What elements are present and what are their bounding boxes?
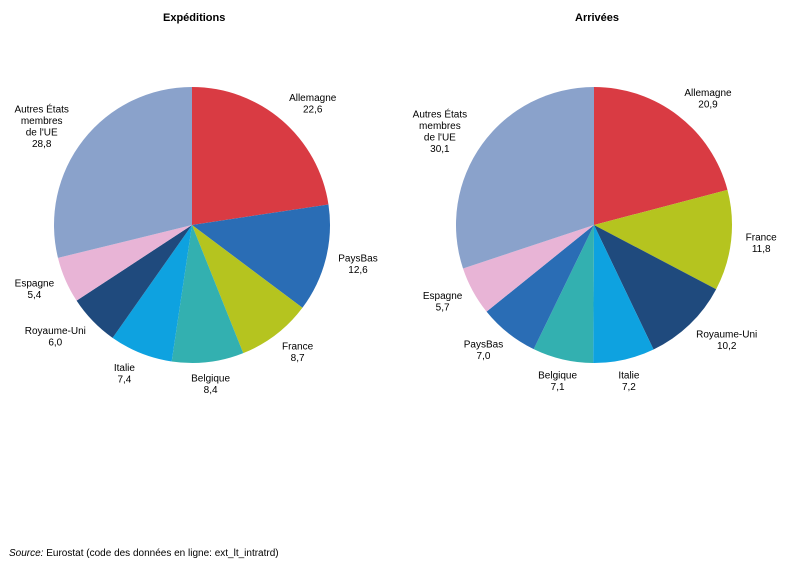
pie-slice (53, 86, 192, 258)
slice-label: Allemagne 22,6 (289, 93, 337, 116)
pie-slice (171, 225, 244, 364)
slice-label: Belgique 8,4 (191, 373, 230, 396)
pie-slice (594, 189, 733, 290)
pie-slice (594, 87, 728, 225)
source-label: Source: (9, 548, 44, 559)
pie-slice (486, 225, 594, 350)
slice-label: Royaume-Uni 6,0 (25, 326, 86, 349)
slice-label: France 8,7 (282, 342, 314, 365)
source-text: Eurostat (code des données en ligne: ext… (46, 548, 279, 559)
pie-1: Allemagne 20,9 France 11,8 Royaume-Uni 10,2 It… (413, 87, 778, 394)
pie-slice (192, 225, 303, 354)
slice-label: Espagne 5,7 (423, 291, 463, 314)
slice-label: PaysBas 7,0 (464, 340, 503, 363)
pie-slice (76, 225, 192, 338)
slice-label: Espagne 5,4 (15, 278, 55, 301)
chart-title-arrivees: Arrivées (575, 12, 620, 24)
pie-slice (192, 204, 330, 308)
pie-slice (455, 87, 594, 269)
pie-slice (463, 225, 594, 312)
pie-0: Allemagne 22,6 PaysBas 12,6 France 8,7 Belgiqu… (14, 86, 378, 396)
pie-slice (593, 225, 654, 364)
pie-slice (57, 225, 192, 301)
slice-label: Autres États membres de l'UE 30,1 (413, 107, 467, 154)
slice-label: France 11,8 (746, 233, 778, 256)
chart-title-expeditions: Expéditions (163, 12, 226, 24)
slice-label: PaysBas 12,6 (338, 254, 377, 277)
slice-label: Italie 7,2 (618, 371, 640, 394)
source-note: Source: Eurostat (code des données en li… (9, 548, 279, 559)
pie-slice (594, 225, 717, 350)
slice-label: Allemagne 20,9 (684, 88, 732, 111)
slice-label: Autres États membres de l'UE 28,8 (14, 102, 68, 150)
pie-slice (533, 225, 594, 363)
slice-label: Royaume-Uni 10,2 (696, 330, 757, 353)
slice-label: Italie 7,4 (114, 363, 136, 386)
slice-label: Belgique 7,1 (538, 370, 577, 393)
pie-slice (112, 225, 192, 362)
pie-slice (192, 87, 329, 225)
